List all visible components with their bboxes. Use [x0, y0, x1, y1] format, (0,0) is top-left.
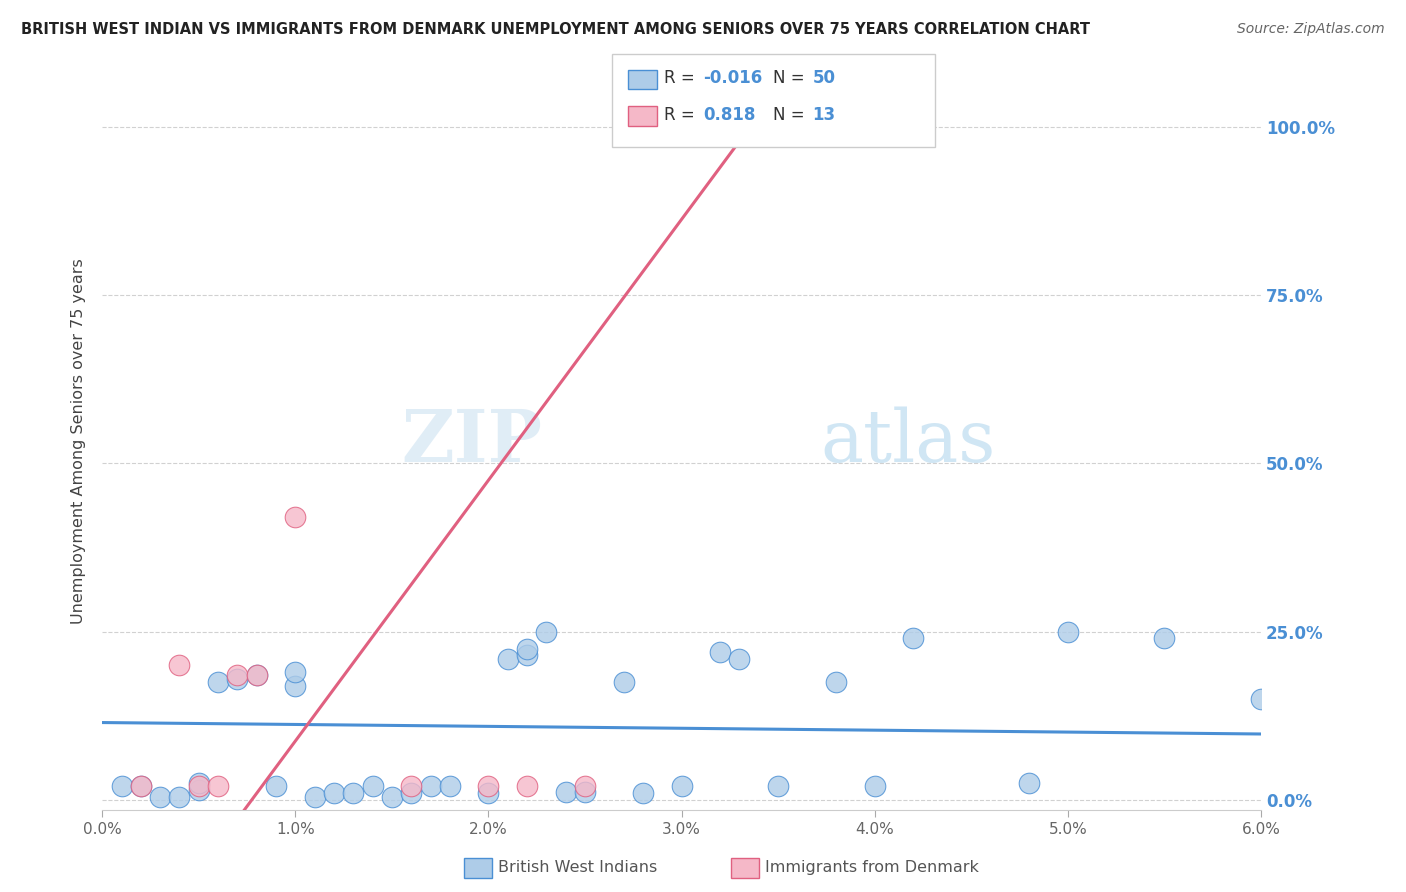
Point [110, 780, 132, 794]
Point [728, 651, 751, 665]
Point [264, 780, 287, 794]
Point [671, 780, 693, 794]
Text: R =: R = [664, 106, 700, 124]
Text: British West Indians: British West Indians [498, 860, 657, 874]
Point [1153, 632, 1175, 646]
Text: 50: 50 [813, 70, 835, 87]
Point [1018, 776, 1040, 790]
Point [169, 789, 191, 804]
Point [496, 651, 519, 665]
Point [323, 786, 346, 800]
Point [613, 675, 636, 690]
Point [284, 679, 307, 693]
Point [536, 624, 558, 639]
Point [304, 789, 326, 804]
Point [187, 780, 209, 794]
Point [516, 648, 538, 663]
Point [129, 780, 152, 794]
Point [284, 510, 307, 524]
Point [1056, 624, 1078, 639]
Point [825, 675, 848, 690]
Point [903, 632, 925, 646]
Point [169, 658, 191, 673]
Point [863, 780, 886, 794]
Point [149, 789, 172, 804]
Text: atlas: atlas [821, 406, 995, 477]
Point [129, 780, 152, 794]
Point [786, 120, 808, 134]
Point [439, 780, 461, 794]
Point [1346, 780, 1368, 794]
Point [766, 780, 789, 794]
Text: N =: N = [773, 106, 810, 124]
Point [399, 780, 422, 794]
Point [671, 120, 693, 134]
Point [284, 665, 307, 679]
Point [187, 782, 209, 797]
Point [381, 789, 404, 804]
Point [187, 776, 209, 790]
Point [246, 668, 269, 682]
Text: 0.818: 0.818 [703, 106, 755, 124]
Point [631, 786, 654, 800]
Point [574, 780, 596, 794]
Point [361, 780, 384, 794]
Point [207, 780, 229, 794]
Point [226, 668, 249, 682]
Text: ZIP: ZIP [402, 406, 543, 477]
Point [477, 786, 499, 800]
Point [554, 785, 576, 799]
Point [342, 786, 364, 800]
Text: BRITISH WEST INDIAN VS IMMIGRANTS FROM DENMARK UNEMPLOYMENT AMONG SENIORS OVER 7: BRITISH WEST INDIAN VS IMMIGRANTS FROM D… [21, 22, 1090, 37]
Point [709, 645, 731, 659]
Point [226, 672, 249, 686]
Point [1250, 692, 1272, 706]
Point [516, 780, 538, 794]
Point [246, 668, 269, 682]
Text: Immigrants from Denmark: Immigrants from Denmark [765, 860, 979, 874]
Text: Source: ZipAtlas.com: Source: ZipAtlas.com [1237, 22, 1385, 37]
Point [574, 785, 596, 799]
Y-axis label: Unemployment Among Seniors over 75 years: Unemployment Among Seniors over 75 years [72, 259, 86, 624]
Point [399, 786, 422, 800]
Text: R =: R = [664, 70, 700, 87]
Text: 13: 13 [813, 106, 835, 124]
Text: -0.016: -0.016 [703, 70, 762, 87]
Point [516, 641, 538, 656]
Point [477, 780, 499, 794]
Point [419, 780, 441, 794]
Text: N =: N = [773, 70, 810, 87]
Point [207, 675, 229, 690]
